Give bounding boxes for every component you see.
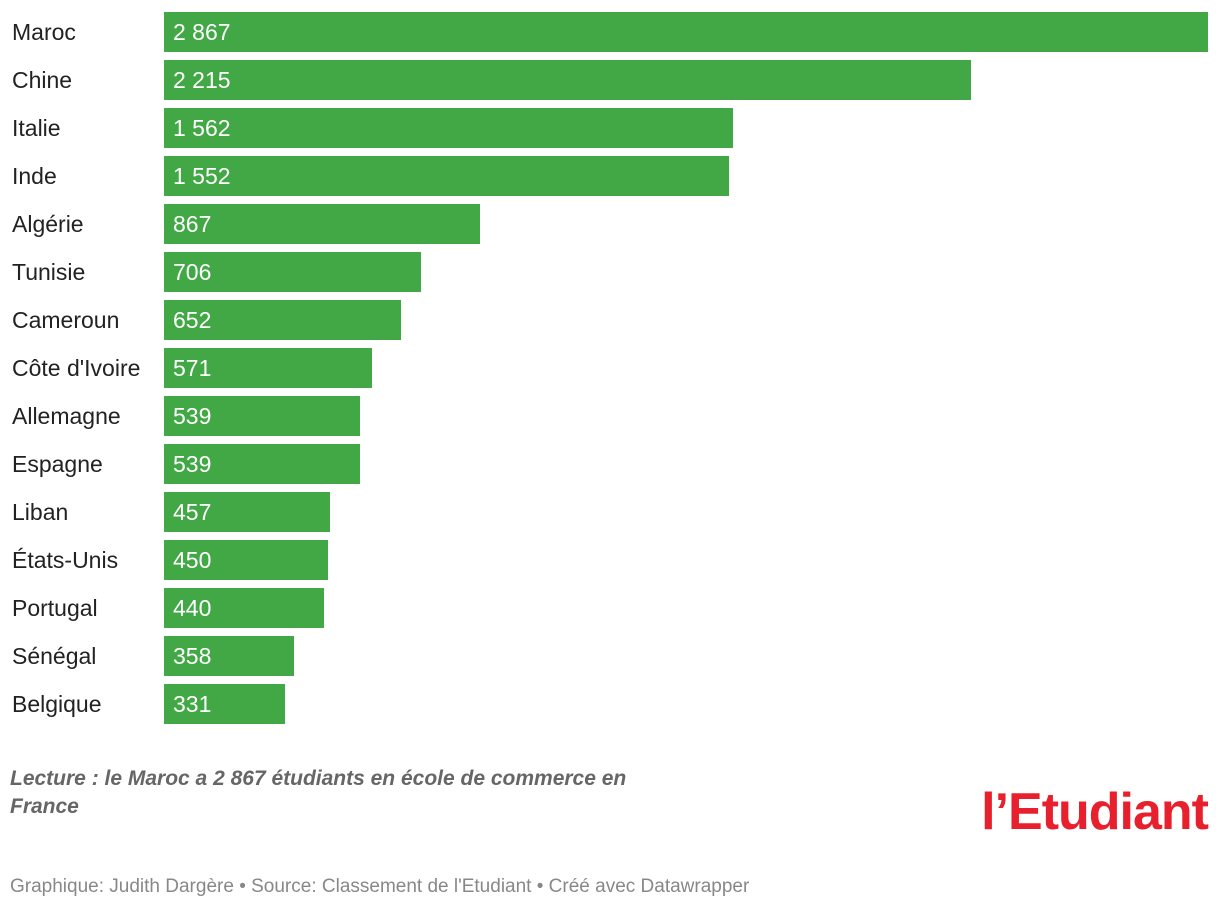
category-label: États-Unis (12, 547, 119, 573)
value-label: 358 (173, 643, 212, 669)
value-label: 539 (173, 403, 212, 429)
letudiant-logo: l’Etudiant (981, 783, 1209, 841)
bar (164, 396, 360, 436)
value-label: 440 (173, 595, 212, 621)
bar-row: Espagne 539 (0, 444, 1220, 484)
category-label: Allemagne (12, 403, 121, 429)
value-label: 2 867 (173, 19, 231, 45)
bar-row: Allemagne 539 (0, 396, 1220, 436)
bar (164, 540, 328, 580)
category-label: Tunisie (12, 259, 86, 285)
category-label: Côte d'Ivoire (12, 355, 141, 381)
bar (164, 588, 324, 628)
bar-row: Liban 457 (0, 492, 1220, 532)
bar (164, 252, 421, 292)
bar (164, 636, 294, 676)
bar (164, 492, 330, 532)
bar-row: Tunisie 706 (0, 252, 1220, 292)
category-label: Algérie (12, 211, 84, 237)
bar-chart: Maroc 2 867 Chine 2 215 Italie 1 562 Inde 1 552… (0, 12, 1220, 724)
bar (164, 156, 729, 196)
category-label: Italie (12, 115, 61, 141)
bar-row: Belgique 331 (0, 684, 1220, 724)
bar (164, 12, 1208, 52)
bar (164, 204, 480, 244)
value-label: 457 (173, 499, 212, 525)
category-label: Portugal (12, 595, 98, 621)
value-label: 1 562 (173, 115, 231, 141)
value-label: 2 215 (173, 67, 231, 93)
bar-row: Inde 1 552 (0, 156, 1220, 196)
category-label: Espagne (12, 451, 103, 477)
category-label: Cameroun (12, 307, 120, 333)
value-label: 539 (173, 451, 212, 477)
value-label: 706 (173, 259, 212, 285)
bar-row: Côte d'Ivoire 571 (0, 348, 1220, 388)
bar (164, 348, 372, 388)
value-label: 450 (173, 547, 212, 573)
bar-row: Sénégal 358 (0, 636, 1220, 676)
category-label: Belgique (12, 691, 102, 717)
bar-row: Chine 2 215 (0, 60, 1220, 100)
category-label: Maroc (12, 19, 76, 45)
bar (164, 684, 285, 724)
reading-note: Lecture : le Maroc a 2 867 étudiants en … (10, 767, 627, 818)
value-label: 867 (173, 211, 212, 237)
category-label: Chine (12, 67, 73, 93)
chart-footer: Graphique: Judith Dargère • Source: Clas… (10, 876, 750, 897)
bar-row: Italie 1 562 (0, 108, 1220, 148)
value-label: 331 (173, 691, 212, 717)
bar (164, 300, 401, 340)
category-label: Liban (12, 499, 69, 525)
bar (164, 60, 971, 100)
bar-row: Algérie 867 (0, 204, 1220, 244)
bar-row: Maroc 2 867 (0, 12, 1220, 52)
value-label: 1 552 (173, 163, 231, 189)
bar (164, 108, 733, 148)
bar-row: Cameroun 652 (0, 300, 1220, 340)
category-label: Sénégal (12, 643, 97, 669)
value-label: 652 (173, 307, 212, 333)
bar-row: Portugal 440 (0, 588, 1220, 628)
value-label: 571 (173, 355, 212, 381)
bar (164, 444, 360, 484)
category-label: Inde (12, 163, 57, 189)
bar-row: États-Unis 450 (0, 540, 1220, 580)
